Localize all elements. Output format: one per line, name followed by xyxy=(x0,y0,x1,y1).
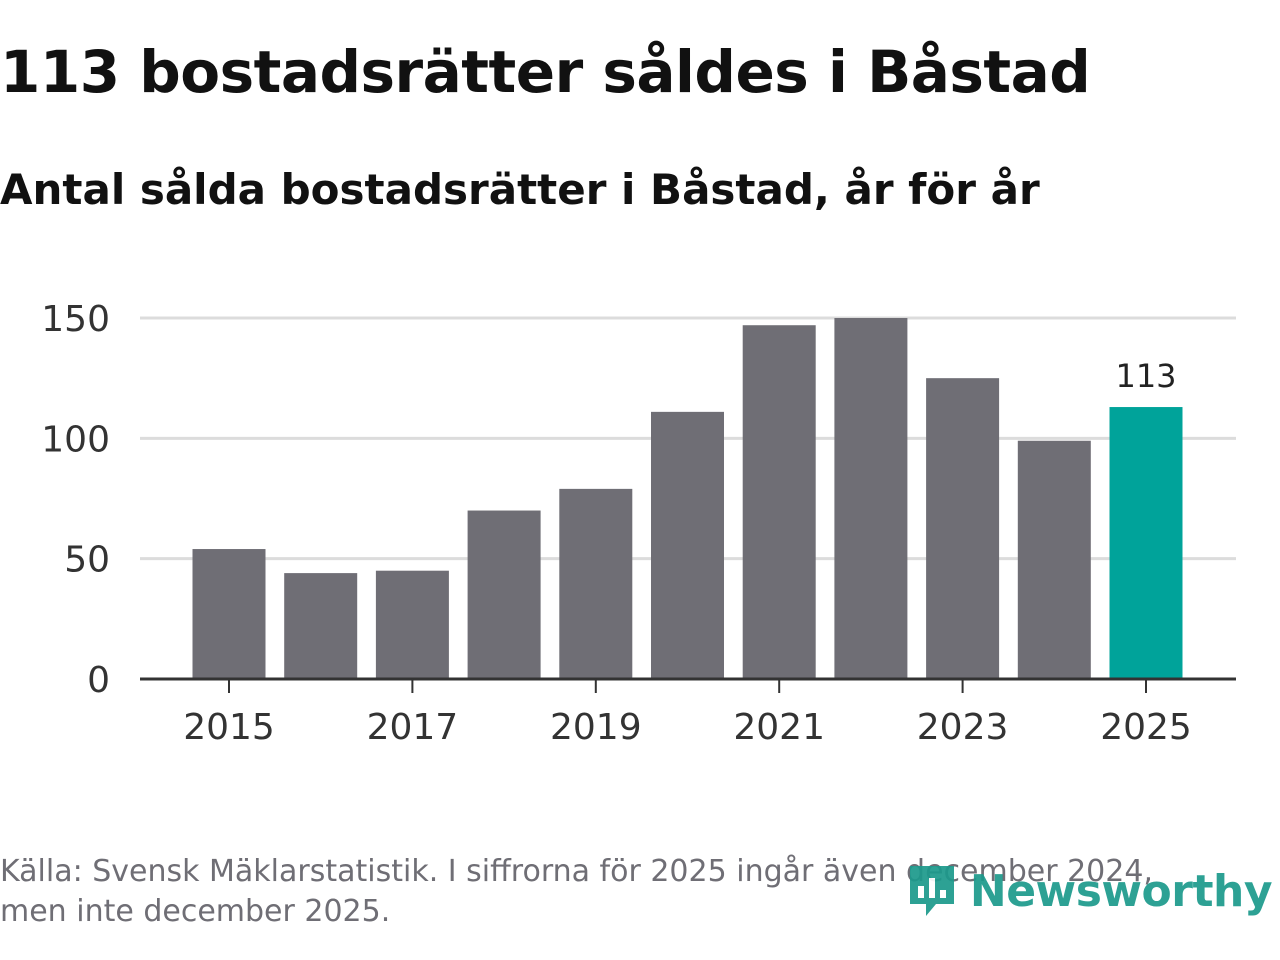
bar-2017 xyxy=(375,570,449,679)
chart-subtitle: Antal sålda bostadsrätter i Båstad, år f… xyxy=(0,165,1040,214)
source-line-1: Källa: Svensk Mäklarstatistik. I siffror… xyxy=(0,854,1153,889)
x-tick-label-2025: 2025 xyxy=(1100,707,1192,748)
x-tick-label-2023: 2023 xyxy=(917,707,1009,748)
y-tick-label-150: 150 xyxy=(41,299,110,340)
x-tick-label-2015: 2015 xyxy=(183,707,275,748)
x-tick-label-2017: 2017 xyxy=(367,707,459,748)
bar-2018 xyxy=(467,510,541,679)
data-label-2025: 113 xyxy=(1115,357,1176,395)
bar-2020 xyxy=(651,411,724,679)
source-note: Källa: Svensk Mäklarstatistik. I siffror… xyxy=(0,852,1220,932)
bar-2016 xyxy=(284,573,358,679)
y-tick-label-100: 100 xyxy=(41,419,110,460)
y-tick-label-0: 0 xyxy=(87,660,110,701)
bars xyxy=(192,318,1183,679)
bar-2024 xyxy=(1017,440,1091,679)
bar-2025 xyxy=(1109,407,1183,679)
bar-2023 xyxy=(926,378,1000,679)
bar-2022 xyxy=(834,318,908,679)
chart-title: 113 bostadsrätter såldes i Båstad xyxy=(0,38,1091,106)
axes xyxy=(140,677,1236,693)
y-tick-label-50: 50 xyxy=(64,540,110,581)
newsworthy-logo-icon xyxy=(909,866,954,916)
x-tick-label-2021: 2021 xyxy=(733,707,825,748)
bar-2019 xyxy=(559,488,633,679)
labels: 0 50 100 150 113 2015 2017 2019 2021 2023 2025 xyxy=(41,299,1192,748)
brand-logo: Newsworthy xyxy=(906,862,1273,920)
brand-name: Newsworthy xyxy=(969,865,1273,917)
x-tick-label-2019: 2019 xyxy=(550,707,642,748)
bar-2015 xyxy=(192,549,266,679)
source-line-2: men inte december 2025. xyxy=(0,894,391,929)
bar-2021 xyxy=(742,325,816,679)
